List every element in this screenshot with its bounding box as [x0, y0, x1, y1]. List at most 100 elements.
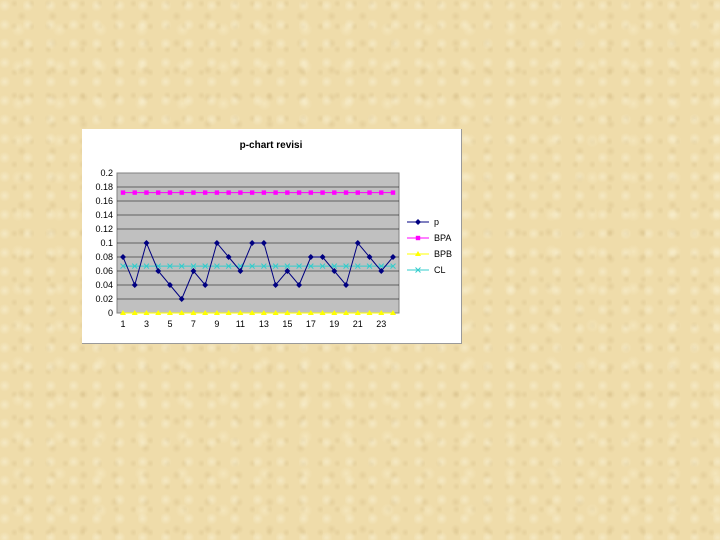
- data-point: [156, 190, 161, 195]
- data-point: [131, 310, 138, 315]
- x-tick-label: 13: [259, 319, 269, 329]
- data-point: [319, 254, 326, 260]
- data-point: [178, 310, 185, 315]
- legend-label: BPB: [434, 249, 452, 259]
- series-line: [122, 241, 394, 300]
- data-point: [355, 190, 360, 195]
- data-point: [167, 190, 173, 195]
- series-layer: [120, 190, 396, 315]
- data-point: [225, 254, 232, 260]
- chart-title: p-chart revisi: [240, 140, 303, 151]
- data-point: [378, 268, 385, 274]
- data-point: [249, 263, 255, 269]
- data-point: [214, 190, 220, 195]
- series-p: [120, 240, 396, 302]
- data-point: [131, 282, 138, 288]
- x-tick-label: 17: [306, 319, 316, 329]
- data-point: [307, 310, 314, 315]
- data-point: [166, 310, 173, 315]
- data-point: [226, 190, 231, 195]
- data-point: [320, 190, 325, 195]
- data-point: [272, 282, 279, 288]
- data-point: [284, 268, 291, 274]
- data-point: [191, 190, 196, 195]
- data-point: [296, 282, 303, 288]
- data-point: [343, 310, 350, 315]
- data-point: [202, 310, 209, 315]
- data-point: [167, 263, 173, 269]
- x-tick-label: 11: [236, 319, 245, 329]
- data-point: [331, 310, 338, 315]
- data-point: [120, 190, 126, 195]
- data-point: [261, 263, 267, 269]
- data-point: [307, 263, 314, 269]
- x-tick-label: 5: [167, 319, 172, 329]
- y-tick-label: 0.02: [95, 294, 113, 304]
- data-point: [179, 190, 184, 195]
- x-tick-label: 9: [214, 319, 219, 329]
- data-point: [272, 263, 279, 269]
- y-tick-label: 0.16: [95, 196, 113, 206]
- x-tick-label: 19: [329, 319, 339, 329]
- data-point: [225, 263, 232, 269]
- data-point: [366, 263, 373, 269]
- data-point: [390, 310, 396, 315]
- data-point: [202, 263, 209, 269]
- x-axis: 1 3 5 7 9 11 13 15 17 19 21 23: [120, 319, 386, 329]
- y-tick-label: 0.1: [100, 238, 113, 248]
- data-point: [273, 190, 278, 195]
- y-tick-label: 0.2: [100, 168, 113, 178]
- y-tick-label: 0.14: [95, 210, 113, 220]
- data-point: [237, 268, 244, 274]
- x-tick-label: 21: [353, 319, 363, 329]
- data-point: [249, 310, 256, 315]
- data-point: [178, 263, 185, 269]
- data-point: [415, 235, 421, 241]
- y-tick-label: 0: [108, 308, 113, 318]
- data-point: [284, 263, 291, 269]
- data-point: [132, 190, 137, 195]
- series-bpb: [120, 310, 396, 315]
- data-point: [214, 263, 220, 269]
- data-point: [331, 263, 338, 269]
- data-point: [285, 190, 290, 195]
- data-point: [249, 240, 256, 246]
- data-point: [354, 310, 361, 315]
- data-point: [155, 268, 162, 274]
- data-point: [120, 310, 126, 315]
- y-tick-label: 0.12: [95, 224, 113, 234]
- y-tick-label: 0.18: [95, 182, 113, 192]
- x-tick-label: 23: [376, 319, 386, 329]
- p-chart: p-chart revisi 00.020.040.060.080.10.120…: [95, 140, 452, 329]
- legend-item-bpb: BPB: [407, 249, 452, 259]
- y-tick-label: 0.08: [95, 252, 113, 262]
- data-point: [260, 310, 267, 315]
- data-point: [390, 254, 396, 260]
- data-point: [131, 263, 138, 269]
- gridlines: [117, 186, 399, 300]
- data-point: [213, 310, 220, 315]
- legend-item-bpa: BPA: [407, 233, 451, 243]
- data-point: [343, 190, 349, 195]
- data-point: [143, 310, 150, 315]
- data-point: [319, 263, 326, 269]
- data-point: [415, 267, 421, 273]
- data-point: [378, 263, 385, 269]
- data-point: [284, 310, 291, 315]
- data-point: [202, 190, 208, 195]
- data-point: [143, 240, 150, 246]
- data-point: [178, 296, 185, 302]
- data-point: [296, 263, 302, 269]
- data-point: [237, 310, 244, 315]
- data-point: [319, 310, 326, 315]
- data-point: [296, 190, 302, 195]
- data-point: [390, 263, 396, 269]
- data-point: [260, 240, 267, 246]
- data-point: [378, 310, 385, 315]
- data-point: [415, 219, 421, 225]
- data-point: [249, 190, 255, 195]
- y-axis: 0 0.02 0.04 0.06 0.08 0.1 0.12 0.14 0.16 0.18 0.2: [95, 168, 113, 318]
- data-point: [366, 310, 373, 315]
- series-bpa: [120, 190, 396, 195]
- x-tick-label: 3: [144, 319, 149, 329]
